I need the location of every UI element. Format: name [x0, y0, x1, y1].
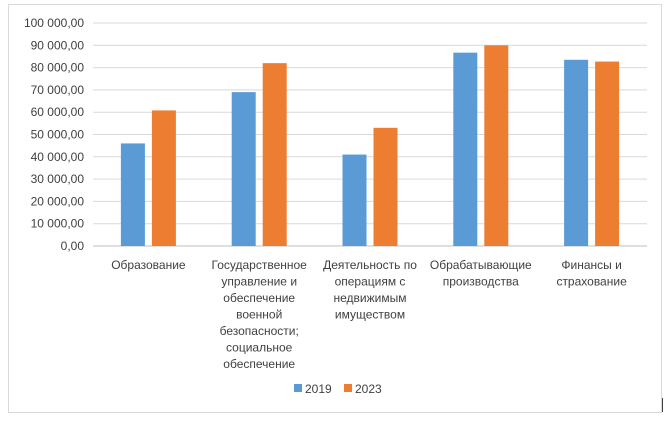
legend-label: 2023 — [355, 382, 382, 396]
bar-2023 — [151, 110, 176, 246]
y-tick-label: 90 000,00 — [31, 38, 85, 52]
legend-swatch — [294, 384, 302, 392]
bar-2023 — [262, 63, 287, 246]
bar-2019 — [120, 143, 145, 246]
x-tick-label: Финансы и страхование — [556, 258, 627, 289]
bar-2023 — [484, 45, 509, 246]
y-tick-label: 20 000,00 — [31, 194, 85, 208]
y-tick-label: 60 000,00 — [31, 105, 85, 119]
y-tick-label: 0,00 — [61, 239, 85, 253]
y-tick-label: 10 000,00 — [31, 217, 85, 231]
y-tick-label: 30 000,00 — [31, 172, 85, 186]
y-tick-label: 40 000,00 — [31, 150, 85, 164]
x-tick-label: Обрабатывающие производства — [430, 258, 532, 289]
y-tick-label: 70 000,00 — [31, 83, 85, 97]
y-tick-label: 100 000,00 — [24, 16, 84, 30]
edge-mark — [662, 398, 663, 412]
bar-2023 — [595, 61, 620, 247]
legend-label: 2019 — [305, 382, 332, 396]
bar-2019 — [231, 92, 256, 246]
x-tick-label: Деятельность по операциям с недвижимым имущ… — [323, 258, 417, 322]
y-tick-label: 80 000,00 — [31, 61, 85, 75]
bar-2019 — [342, 154, 367, 246]
chart-frame — [8, 4, 662, 413]
y-tick-label: 50 000,00 — [31, 128, 85, 142]
x-tick-label: Образование — [111, 258, 186, 272]
x-tick-label: Государственное управление и обеспечение во… — [212, 258, 308, 371]
legend-swatch — [344, 384, 352, 392]
bar-2019 — [453, 52, 478, 247]
bar-2019 — [564, 59, 589, 246]
bar-2023 — [373, 127, 398, 246]
